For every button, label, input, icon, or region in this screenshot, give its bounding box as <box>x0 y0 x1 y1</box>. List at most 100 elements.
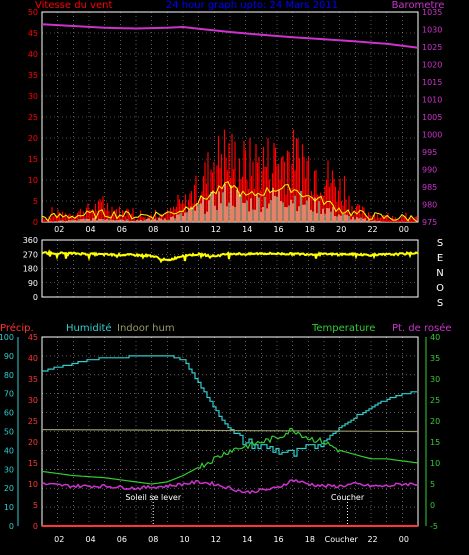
precip-tick-label: 45 <box>28 333 38 342</box>
chart-title: 24 hour graph upto: 24 Mars 2011 <box>166 0 338 11</box>
hour-label-panel3: 08 <box>148 535 158 544</box>
temperature-tick-label: 10 <box>430 459 440 468</box>
hour-label-panel1: 22 <box>367 225 377 234</box>
baro-tick-label: 1010 <box>422 96 442 105</box>
wind-tick-label: 20 <box>28 134 38 143</box>
sunrise-label: Soleil se lever <box>125 493 182 502</box>
hour-label-panel1: 10 <box>179 225 189 234</box>
wind-direction-line <box>41 248 419 264</box>
humidity-tick-label: 30 <box>4 465 14 474</box>
hour-label-panel3: 02 <box>54 535 64 544</box>
hour-label-panel1: 18 <box>305 225 315 234</box>
hour-label-panel3: 18 <box>305 535 315 544</box>
humidity-label: Humidité <box>66 322 112 334</box>
precip-tick-label: 35 <box>28 375 38 384</box>
hour-label-panel3: 00 <box>399 535 409 544</box>
precip-label: Précip. <box>0 322 34 334</box>
hour-label-panel1: 20 <box>336 225 346 234</box>
wind-tick-label: 45 <box>28 29 38 38</box>
precip-tick-label: 5 <box>33 501 38 510</box>
avg-wind-bars <box>42 184 386 222</box>
hour-label-panel1: 04 <box>85 225 95 234</box>
direction-tick-label: 90 <box>28 279 38 288</box>
temperature-tick-label: 15 <box>430 438 440 447</box>
gust-trend-line <box>41 181 418 223</box>
humidity-tick-label: 90 <box>4 352 14 361</box>
wind-tick-label: 10 <box>28 176 38 185</box>
sunset-label: Coucher <box>331 493 365 502</box>
precip-tick-label: 15 <box>28 459 38 468</box>
temperature-tick-label: -5 <box>430 522 438 531</box>
dew-point-label: Pt. de rosée <box>392 322 452 334</box>
precip-tick-label: 40 <box>28 354 38 363</box>
hour-label-panel1: 06 <box>117 225 127 234</box>
precip-tick-label: 0 <box>33 522 38 531</box>
direction-tick-label: 0 <box>33 293 38 302</box>
humidity-line <box>42 355 417 457</box>
hour-label-panel1: 08 <box>148 225 158 234</box>
hour-label-panel3: 10 <box>179 535 189 544</box>
dew-point-line <box>41 478 419 495</box>
wind-tick-label: 25 <box>28 113 38 122</box>
hour-label-panel3: Coucher <box>325 535 359 544</box>
hour-label-panel3: 06 <box>117 535 127 544</box>
hour-label-panel1: 02 <box>54 225 64 234</box>
wind-axis-label: Vitesse du vent <box>35 0 112 11</box>
hour-label-panel1: 12 <box>211 225 221 234</box>
wind-tick-label: 40 <box>28 50 38 59</box>
wind-tick-label: 50 <box>28 8 38 17</box>
wind-tick-label: 15 <box>28 155 38 164</box>
baro-tick-label: 1030 <box>422 26 442 35</box>
temperature-tick-label: 5 <box>430 480 435 489</box>
direction-letter: S <box>437 238 443 249</box>
baro-tick-label: 1025 <box>422 43 442 52</box>
humidity-tick-label: 70 <box>4 390 14 399</box>
direction-letter: S <box>437 298 443 309</box>
precip-tick-label: 25 <box>28 417 38 426</box>
temperature-line <box>41 427 419 485</box>
direction-letter: E <box>437 253 443 264</box>
temperature-tick-label: 25 <box>430 396 440 405</box>
direction-letter: N <box>436 268 443 279</box>
humidity-tick-label: 10 <box>4 503 14 512</box>
hour-label-panel1: 00 <box>399 225 409 234</box>
humidity-tick-label: 100 <box>0 333 14 342</box>
humidity-tick-label: 50 <box>4 428 14 437</box>
wind-tick-label: 0 <box>33 218 38 227</box>
baro-tick-label: 995 <box>422 148 437 157</box>
indoor-humidity-line <box>41 429 419 433</box>
baro-tick-label: 975 <box>422 218 437 227</box>
hour-label-panel1: 16 <box>273 225 283 234</box>
humidity-tick-label: 80 <box>4 371 14 380</box>
baro-axis-label: Barometre <box>392 0 445 11</box>
baro-tick-label: 990 <box>422 166 437 175</box>
baro-tick-label: 1015 <box>422 78 442 87</box>
barometer-line <box>41 23 419 49</box>
humidity-tick-label: 0 <box>9 522 14 531</box>
hour-label-panel3: 16 <box>273 535 283 544</box>
precip-tick-label: 20 <box>28 438 38 447</box>
wind-tick-label: 35 <box>28 71 38 80</box>
hour-label-panel3: 04 <box>85 535 95 544</box>
direction-tick-label: 270 <box>23 250 38 259</box>
indoor-hum-label: Indoor hum <box>117 323 175 334</box>
baro-tick-label: 1005 <box>422 113 442 122</box>
hour-label-panel3: 14 <box>242 535 252 544</box>
temperature-tick-label: 35 <box>430 354 440 363</box>
precip-tick-label: 30 <box>28 396 38 405</box>
baro-tick-label: 1000 <box>422 131 442 140</box>
baro-tick-label: 1020 <box>422 61 442 70</box>
direction-tick-label: 360 <box>23 236 38 245</box>
humidity-tick-label: 40 <box>4 446 14 455</box>
humidity-tick-label: 20 <box>4 484 14 493</box>
hour-label-panel3: 22 <box>367 535 377 544</box>
direction-tick-label: 180 <box>23 265 38 274</box>
baro-tick-label: 980 <box>422 201 437 210</box>
temperature-tick-label: 0 <box>430 501 435 510</box>
hour-label-panel3: 12 <box>211 535 221 544</box>
temperature-tick-label: 20 <box>430 417 440 426</box>
temperature-label: Temperature <box>311 323 375 334</box>
baro-tick-label: 985 <box>422 183 437 192</box>
direction-letter: O <box>436 283 444 294</box>
